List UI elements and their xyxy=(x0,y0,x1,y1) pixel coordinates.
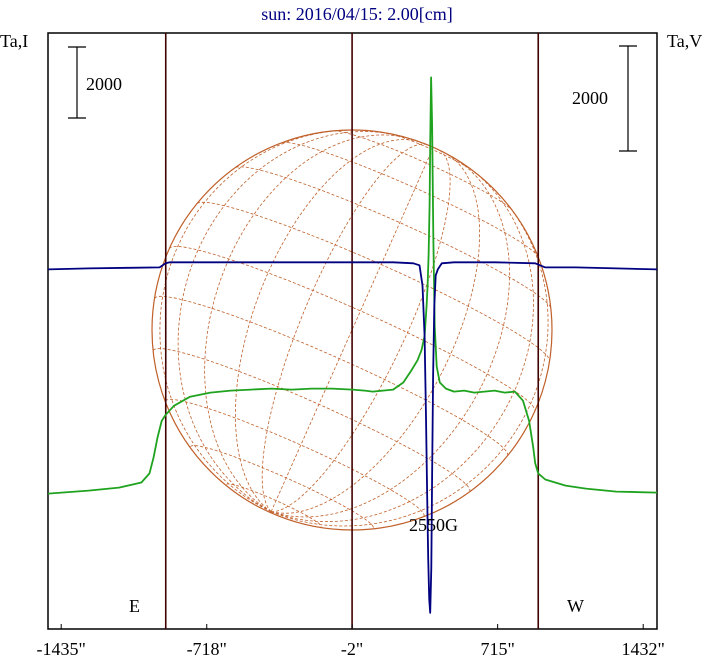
scale-bar-right: 2000 xyxy=(572,45,637,152)
x-tick-label: -718" xyxy=(187,639,227,659)
disk-grid-line xyxy=(261,143,426,512)
disk-grid-line xyxy=(270,157,510,518)
annotation-label: 2550G xyxy=(409,515,458,535)
disk-grid-line xyxy=(235,166,551,308)
right-axis-label: Ta,V xyxy=(667,31,702,51)
solar-disk-grid xyxy=(151,129,553,531)
chart-title: sun: 2016/04/15: 2.00[cm] xyxy=(261,4,453,24)
series-line-I xyxy=(47,76,658,495)
disk-grid-line xyxy=(204,134,413,513)
limb-label-west: W xyxy=(567,596,584,616)
scale-bar-left: 2000 xyxy=(68,46,122,119)
disk-grid-line xyxy=(154,295,509,456)
limb-center-lines xyxy=(164,33,540,629)
disk-grid-line xyxy=(271,150,451,513)
disk-grid-line xyxy=(159,129,356,513)
series-line-V xyxy=(47,261,658,614)
disk-grid-line xyxy=(282,141,539,257)
x-tick-label: 715" xyxy=(480,639,514,659)
limb-label-east: E xyxy=(129,596,140,616)
disk-grid-line xyxy=(270,164,534,523)
x-tick-label: 1432" xyxy=(622,639,665,659)
x-tick-label: -2" xyxy=(341,639,363,659)
disk-grid-line xyxy=(270,193,549,527)
disk-grid-line xyxy=(333,130,513,211)
disk-grid-line xyxy=(270,147,434,512)
disk-grid-line xyxy=(235,139,419,513)
series-lines xyxy=(47,76,658,614)
disk-grid-line xyxy=(177,131,400,513)
scale-bar-right-label: 2000 xyxy=(572,88,608,108)
x-tick-label: -1435" xyxy=(37,639,86,659)
x-axis-ticks: -1435" -718" -2" 715" 1432" xyxy=(37,624,665,659)
disk-grid-line xyxy=(165,399,425,517)
left-axis-label: Ta,I xyxy=(0,31,28,51)
scale-bar-left-label: 2000 xyxy=(86,74,122,94)
disk-grid-line xyxy=(271,153,481,514)
